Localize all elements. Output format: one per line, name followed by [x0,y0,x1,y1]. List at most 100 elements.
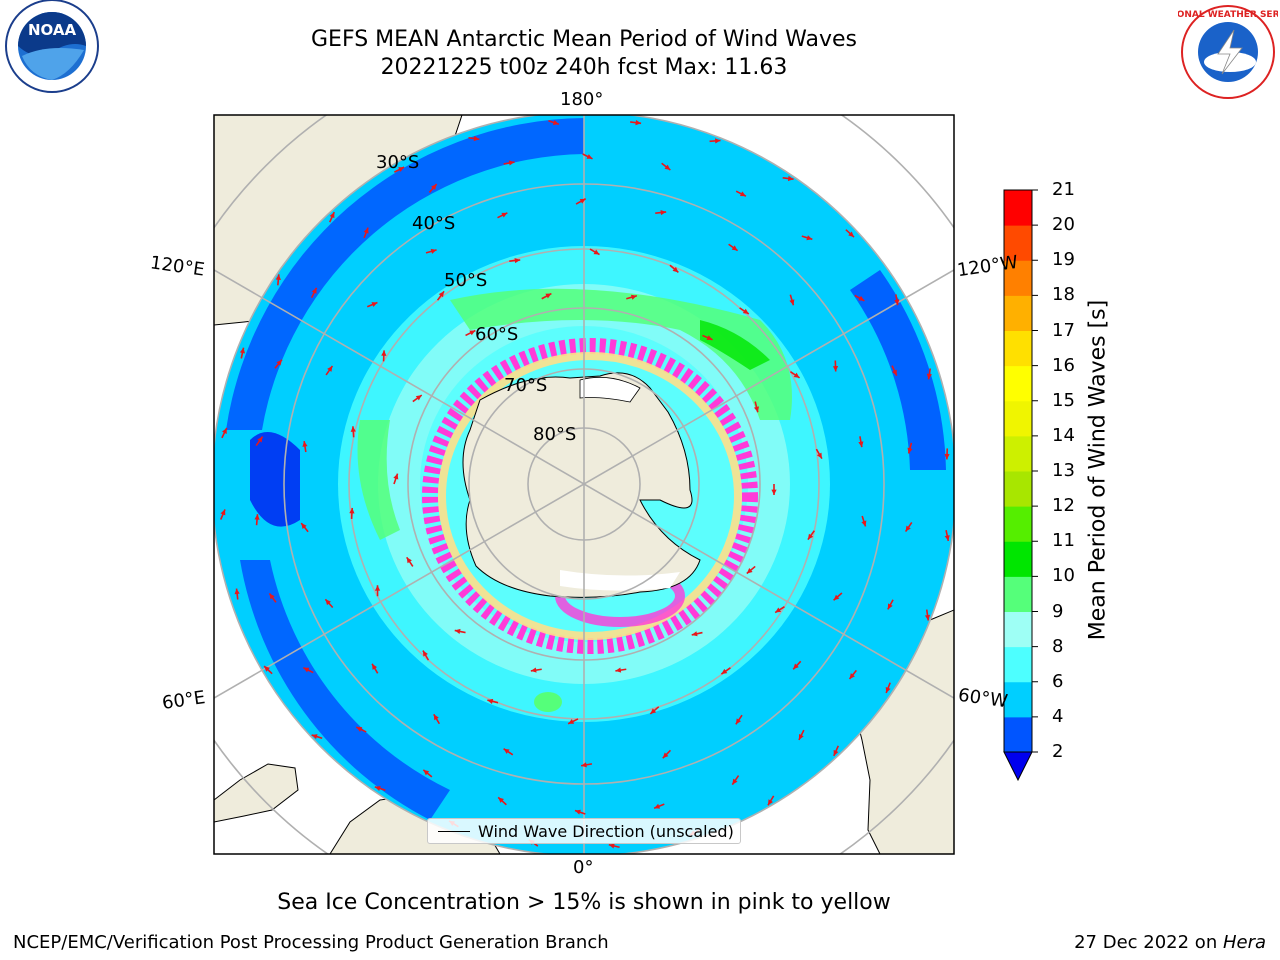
wave-arrow-head [374,585,381,591]
sea-ice-note: Sea Ice Concentration > 15% is shown in … [277,890,891,915]
wave-arrow-head [608,843,615,849]
lon-label-0: 0° [573,857,594,878]
wave-arrow-head [787,175,794,182]
map-frame [213,114,955,855]
lon-label-180: 180° [560,89,604,110]
wave-arrow-head [630,294,637,300]
wave-arrow-head [469,330,476,336]
colorbar-segment [1004,295,1032,331]
wave-arrow-head [264,666,270,672]
lat-label-80s: 80°S [533,424,577,445]
wave-arrow-head [545,293,552,299]
colorbar-label: Mean Period of Wind Waves [s] [1085,299,1111,641]
colorbar-segment [1004,471,1032,507]
wave-arrow-head [303,667,310,673]
wave-arrow-head [311,734,318,740]
wave-arrow-head [858,295,865,301]
wave-arrow-head [269,593,275,600]
wave-arrow-head [816,452,822,459]
wave-arrow-head [731,245,738,251]
wave-arrow-head [593,249,600,255]
wave-arrow-head [635,120,642,126]
wave-arrow-head [849,673,855,679]
wave-arrow-head [454,628,461,635]
wave-arrow-head [926,373,932,380]
wave-arrow-head [586,154,593,159]
wave-arrow-head [732,778,738,785]
colorbar-segment [1004,646,1032,683]
wave-arrow-head [858,441,864,448]
colorbar-segment [1004,541,1032,577]
colorbar-segment [1004,611,1032,648]
colorbar-tick-label: 14 [1052,424,1075,446]
colorbar-segment [1004,260,1032,296]
wave-arrow-head [885,686,891,693]
wave-arrow-head [371,302,378,308]
lat-label-50s: 50°S [444,270,488,291]
footer-branch: NCEP/EMC/Verification Post Processing Pr… [13,932,609,953]
wave-arrow-head [672,266,679,273]
wave-arrow-head [775,607,782,613]
wave-arrow-head [508,160,515,166]
wave-arrow-head [501,212,508,218]
wave-arrow-head [311,287,317,294]
wave-arrow-head [746,568,753,574]
wave-arrow-head [381,350,387,356]
wave-arrow-head [833,749,839,756]
wave-arrow-head [406,557,412,564]
wave-arrow-head [753,406,760,413]
wave-arrow-head [398,167,405,172]
colorbar-segment [1004,435,1032,472]
wave-arrow-head [222,427,227,434]
wave-arrow-head [356,727,363,732]
wave-arrow-head [662,752,669,759]
chart-subtitle: 20221225 t00z 240h fcst Max: 11.63 [380,55,788,80]
svg-text:NOAA: NOAA [28,21,77,39]
colorbar-segment [1004,330,1032,367]
wave-arrow-head [806,235,813,241]
colorbar-tick-label: 15 [1052,389,1075,411]
footer-machine: Hera [1222,932,1266,953]
wave-arrow-head [473,135,480,142]
wave-arrow-head [415,395,422,401]
wave-arrow-head [220,509,226,516]
wave-arrow-head [735,718,742,725]
wave-arrow-head [924,614,931,621]
wave-arrow-head [234,588,240,595]
wave-arrow-head [302,441,308,447]
lat-label-60s: 60°S [475,324,519,345]
colorbar-segment [1004,506,1032,542]
wave-arrow-head [848,231,855,238]
nws-logo: NATIONAL WEATHER SERVICE [1153,4,1280,100]
wave-arrow-head [691,631,698,637]
colorbar-tick-label: 17 [1052,319,1075,341]
colorbar-segment [1004,400,1032,437]
colorbar-tick-label: 20 [1052,214,1075,236]
wave-arrow-head [739,191,746,197]
lat-label-30s: 30°S [376,152,420,173]
wave-arrow-head [767,799,773,806]
wind-wave-arrows [219,119,950,849]
wave-arrow-head [275,274,281,280]
wave-arrow-head [650,708,657,714]
wave-arrow-head [789,299,795,306]
wave-arrow-head [423,769,430,776]
wave-arrow-head [239,347,245,354]
wave-arrow-head [771,489,777,495]
lat-label-70s: 70°S [504,375,548,396]
colorbar-tick-label: 16 [1052,354,1075,376]
wave-arrow-head [431,184,437,190]
wave-arrow-head [793,663,799,670]
wave-arrow-head [714,138,721,144]
colorbar-tick-label: 18 [1052,284,1075,306]
wave-arrow-head [887,603,893,610]
wave-arrow-head [374,786,381,792]
wave-arrow-head [742,308,749,314]
colorbar [1003,189,1038,782]
colorbar-tick-label: 13 [1052,460,1075,481]
colorbar-tick-label: 2 [1052,741,1064,762]
wave-arrow-head [861,520,867,527]
wave-arrow-head [363,227,369,234]
footer-date-text: 27 Dec 2022 on [1074,932,1223,953]
